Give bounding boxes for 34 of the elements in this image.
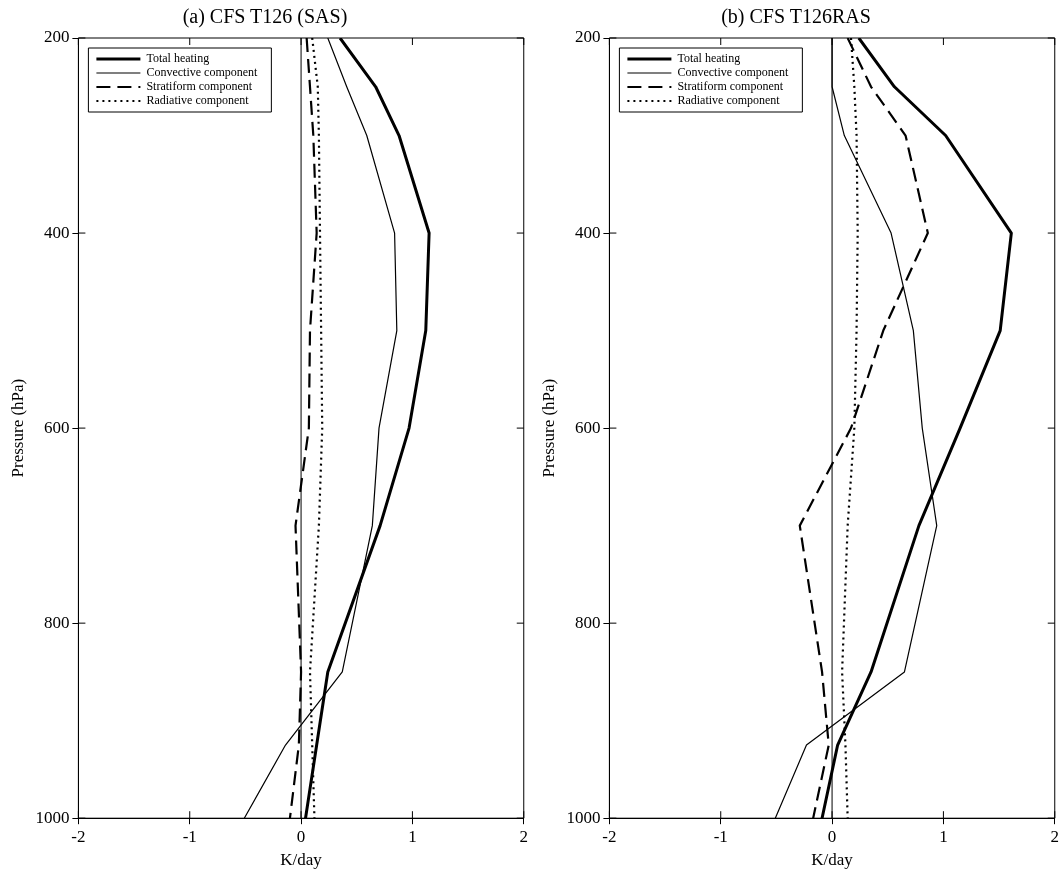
x-axis-title: K/day — [280, 850, 323, 870]
y-tick-label: 400 — [43, 222, 70, 242]
x-axis-title: K/day — [811, 850, 854, 870]
legend-label: Convective component — [146, 65, 259, 80]
y-axis-title: Pressure (hPa) — [7, 378, 27, 478]
x-tick-label: -1 — [182, 826, 197, 846]
x-tick-label: -1 — [713, 826, 728, 846]
y-tick-label: 800 — [43, 612, 70, 632]
legend-label: Radiative component — [677, 93, 781, 108]
y-tick-label: 1000 — [566, 807, 601, 827]
legend-label: Radiative component — [146, 93, 250, 108]
legend-label: Convective component — [677, 65, 790, 80]
x-tick-label: 2 — [519, 826, 528, 846]
x-tick-label: 0 — [296, 826, 306, 846]
y-tick-label: 200 — [574, 27, 601, 47]
legend-label: Total heating — [146, 51, 210, 66]
x-tick-label: 1 — [408, 826, 417, 846]
legend-label: Total heating — [677, 51, 741, 66]
legend-label: Stratiform component — [677, 79, 784, 94]
chart-title: (a) CFS T126 (SAS) — [182, 5, 348, 29]
x-tick-label: -2 — [602, 826, 617, 846]
y-tick-label: 600 — [43, 417, 70, 437]
y-axis-title: Pressure (hPa) — [538, 378, 558, 478]
chart-title: (b) CFS T126RAS — [721, 5, 871, 29]
x-tick-label: 1 — [939, 826, 948, 846]
x-tick-label: -2 — [71, 826, 86, 846]
y-tick-label: 600 — [574, 417, 601, 437]
y-tick-label: 800 — [574, 612, 601, 632]
x-tick-label: 0 — [827, 826, 837, 846]
y-tick-label: 400 — [574, 222, 601, 242]
x-tick-label: 2 — [1050, 826, 1059, 846]
y-tick-label: 200 — [43, 27, 70, 47]
legend-label: Stratiform component — [146, 79, 253, 94]
y-tick-label: 1000 — [35, 807, 70, 827]
